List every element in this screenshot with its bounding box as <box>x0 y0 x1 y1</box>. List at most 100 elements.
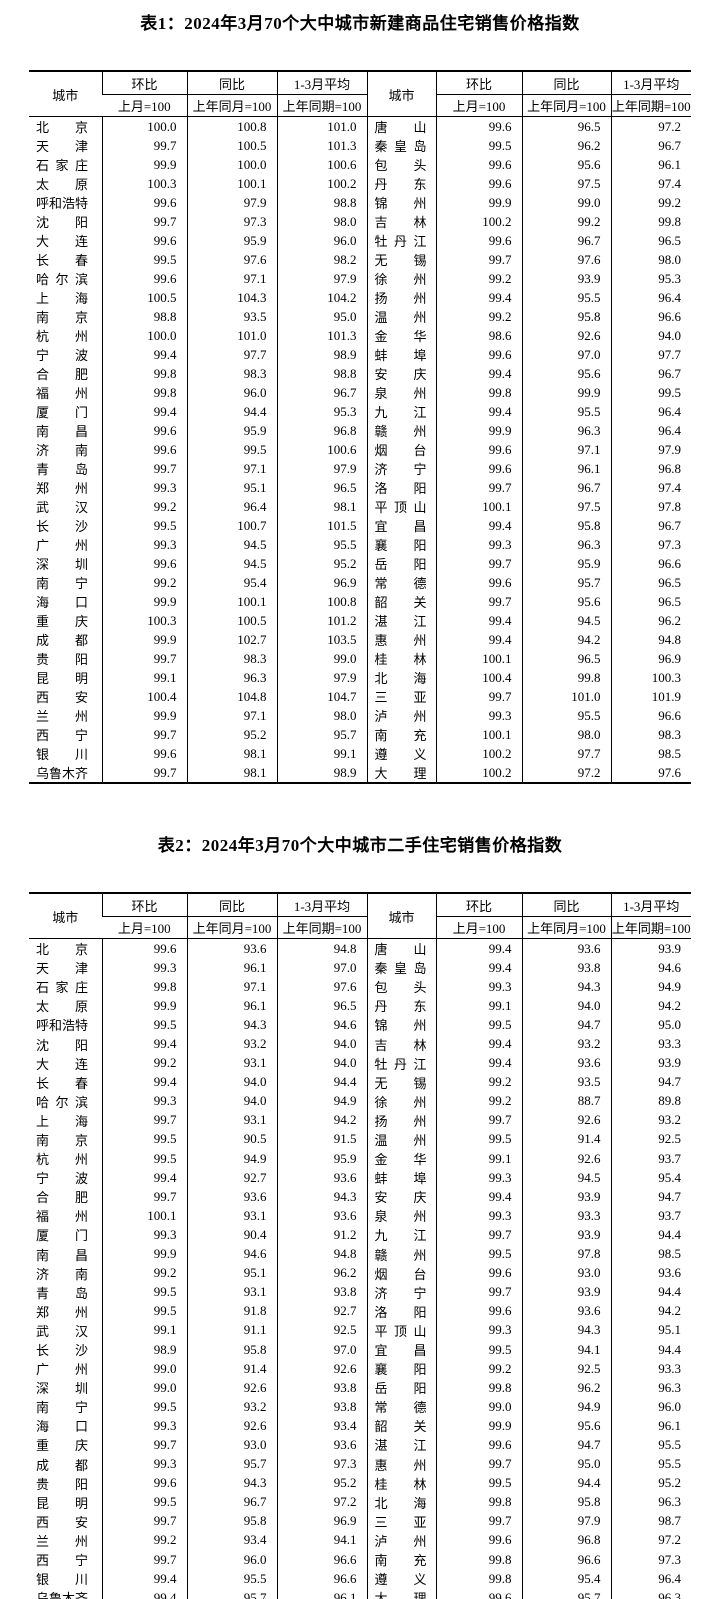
city-name: 安庆 <box>366 364 436 383</box>
index-value: 99.7 <box>435 250 522 269</box>
index-value: 96.6 <box>521 1550 611 1570</box>
index-value: 100.0 <box>101 326 187 345</box>
index-value: 99.6 <box>101 193 187 212</box>
index-value: 97.1 <box>521 440 611 459</box>
city-name: 深圳 <box>36 557 88 572</box>
index-value: 90.5 <box>186 1129 277 1150</box>
city-name: 呼和浩特 <box>36 1018 89 1034</box>
index-value: 94.4 <box>186 402 277 421</box>
index-value: 99.5 <box>101 1492 187 1512</box>
index-value: 96.4 <box>610 402 691 421</box>
index-value: 94.3 <box>521 1320 611 1340</box>
index-value: 100.2 <box>276 174 367 193</box>
index-value: 99.6 <box>435 116 522 136</box>
index-value: 95.1 <box>186 1263 277 1283</box>
column-subheader-mom-base: 上月=100 <box>435 94 522 117</box>
index-value: 92.6 <box>276 1359 367 1379</box>
index-value: 99.5 <box>435 136 522 155</box>
index-value: 91.4 <box>521 1129 611 1150</box>
index-value: 101.5 <box>276 516 367 535</box>
index-value: 99.7 <box>101 1435 187 1455</box>
city-name: 哈尔滨 <box>36 1094 88 1110</box>
index-value: 95.4 <box>610 1168 691 1188</box>
table-row: 昆明 99.1 96.3 97.9 北海 100.4 99.8 100.3 <box>29 668 691 687</box>
index-value: 95.5 <box>610 1454 691 1474</box>
index-value: 95.7 <box>521 1588 611 1599</box>
index-value: 94.8 <box>276 1244 367 1264</box>
index-value: 100.1 <box>101 1206 187 1226</box>
table-row: 广州 99.0 91.4 92.6 襄阳 99.2 92.5 93.3 <box>29 1359 691 1379</box>
index-value: 99.4 <box>435 1034 522 1054</box>
column-header-mom: 环比 <box>101 71 187 95</box>
index-value: 97.9 <box>276 459 367 478</box>
table2-body: 北京 99.6 93.6 94.8 唐山 99.4 93.6 93.9 天津 99.3 96.1 97… <box>29 938 691 1599</box>
index-value: 99.7 <box>435 1110 522 1130</box>
index-value: 98.5 <box>610 1244 691 1264</box>
index-value: 99.9 <box>435 1416 522 1436</box>
city-name: 长沙 <box>36 1343 88 1359</box>
city-name: 大连 <box>36 1056 88 1072</box>
index-value: 99.5 <box>101 1015 187 1035</box>
index-value: 99.3 <box>435 1168 522 1188</box>
index-value: 99.7 <box>435 1511 522 1531</box>
index-value: 99.5 <box>101 516 187 535</box>
index-value: 100.3 <box>101 611 187 630</box>
city-name: 西宁 <box>36 1553 88 1569</box>
table-row: 西宁 99.7 95.2 95.7 南充 100.1 98.0 98.3 <box>29 725 691 744</box>
index-value: 93.1 <box>186 1282 277 1302</box>
index-value: 93.6 <box>186 938 277 959</box>
city-name: 大理 <box>366 1588 436 1599</box>
index-value: 94.6 <box>186 1244 277 1264</box>
index-value: 99.2 <box>435 269 522 288</box>
table-row: 长沙 99.5 100.7 101.5 宜昌 99.4 95.8 96.7 <box>29 516 691 535</box>
index-value: 99.5 <box>435 1129 522 1150</box>
index-value: 98.1 <box>186 744 277 763</box>
column-subheader-yoy-base: 上年同月=100 <box>521 916 611 939</box>
index-value: 100.2 <box>435 744 522 763</box>
index-value: 92.7 <box>186 1168 277 1188</box>
city-name: 包头 <box>366 977 436 997</box>
index-value: 99.8 <box>521 668 611 687</box>
index-value: 94.0 <box>186 1091 277 1111</box>
index-value: 101.3 <box>276 326 367 345</box>
index-value: 99.7 <box>435 687 522 706</box>
index-value: 94.3 <box>186 1473 277 1493</box>
table-row: 石家庄 99.9 100.0 100.6 包头 99.6 95.6 96.1 <box>29 155 691 174</box>
index-value: 94.7 <box>521 1015 611 1035</box>
city-name: 平顶山 <box>366 497 436 516</box>
index-value: 101.2 <box>276 611 367 630</box>
city-name: 厦门 <box>36 1228 88 1244</box>
index-value: 95.6 <box>521 1416 611 1436</box>
index-value: 100.3 <box>610 668 691 687</box>
city-name: 烟台 <box>366 440 436 459</box>
city-name: 无锡 <box>366 250 436 269</box>
index-value: 95.7 <box>186 1588 277 1599</box>
index-value: 99.9 <box>101 996 187 1016</box>
column-header-avg: 1-3月平均 <box>276 71 367 95</box>
table-row: 西安 100.4 104.8 104.7 三亚 99.7 101.0 101.9 <box>29 687 691 706</box>
index-value: 97.6 <box>276 977 367 997</box>
city-name: 赣州 <box>366 1244 436 1264</box>
index-value: 99.4 <box>101 1034 187 1054</box>
index-value: 100.6 <box>276 155 367 174</box>
index-value: 99.6 <box>101 744 187 763</box>
index-value: 96.6 <box>276 1550 367 1570</box>
city-name: 杭州 <box>36 1152 88 1168</box>
city-name: 广州 <box>36 1362 88 1378</box>
index-value: 99.7 <box>101 1110 187 1130</box>
index-value: 99.7 <box>101 725 187 744</box>
index-value: 93.5 <box>521 1072 611 1092</box>
table-row: 深圳 99.0 92.6 93.8 岳阳 99.8 96.2 96.3 <box>29 1378 691 1398</box>
index-value: 93.3 <box>610 1034 691 1054</box>
index-value: 99.6 <box>435 459 522 478</box>
index-value: 99.3 <box>101 478 187 497</box>
index-value: 100.1 <box>186 174 277 193</box>
table-row: 西宁 99.7 96.0 96.6 南充 99.8 96.6 97.3 <box>29 1550 691 1570</box>
index-value: 99.7 <box>435 554 522 573</box>
city-name: 昆明 <box>36 1495 88 1511</box>
table-row: 南昌 99.9 94.6 94.8 赣州 99.5 97.8 98.5 <box>29 1244 691 1264</box>
index-value: 90.4 <box>186 1225 277 1245</box>
index-value: 99.4 <box>435 516 522 535</box>
column-subheader-avg-base: 上年同期=100 <box>276 916 367 939</box>
index-value: 99.7 <box>101 1511 187 1531</box>
